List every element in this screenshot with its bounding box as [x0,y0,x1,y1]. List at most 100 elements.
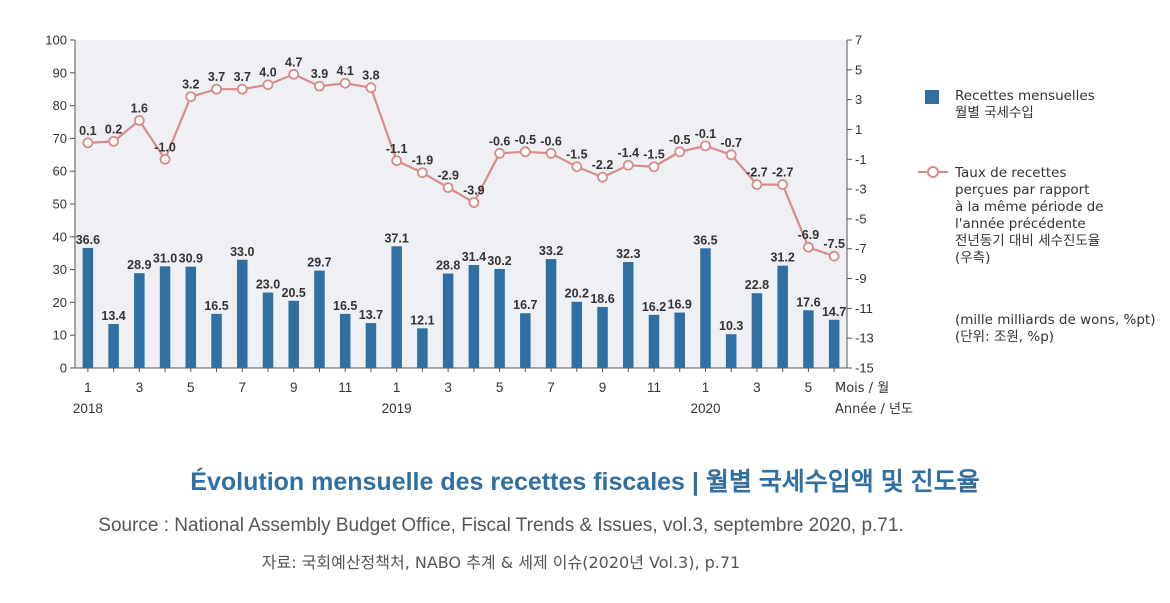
y-left-tick-label: 10 [53,328,67,343]
bar-value-label: 36.6 [76,233,100,247]
y-right-tick-label: 5 [855,62,862,77]
bar-value-label: 33.0 [230,245,254,259]
legend-line-icon [918,166,948,178]
bar [134,273,145,368]
rate-point [442,182,454,194]
y-right-tick-label: -1 [855,152,867,167]
rate-point [674,146,686,158]
y-left-tick-label: 50 [53,197,67,212]
rate-value-label: 4.1 [337,64,354,78]
bar-value-label: 16.9 [668,298,692,312]
bar-value-label: 14.7 [822,305,846,319]
x-year-label: 2018 [73,401,103,416]
y-right-tick-label: 7 [855,33,862,48]
bar [494,268,505,368]
bar-value-label: 13.7 [359,308,383,322]
y-right-tick-label: 1 [855,122,862,137]
source-citation-korean: 자료: 국회예산정책처, NABO 추계 & 세제 이슈(2020년 Vol.3… [261,553,741,572]
bar-value-label: 23.0 [256,278,280,292]
bar-value-label: 13.4 [101,309,125,323]
y-left-tick-label: 80 [53,98,67,113]
rate-point [468,197,480,208]
bar [262,292,274,368]
bar [185,266,197,368]
rate-point [211,83,222,95]
bar [288,300,299,368]
rate-point [597,171,608,183]
y-left-tick-label: 60 [53,164,67,179]
x-tick-label: 11 [647,380,661,395]
x-tick-label: 5 [805,380,813,395]
bar-value-label: 37.1 [384,231,408,245]
rate-point [185,91,197,103]
bar [468,265,480,368]
x-tick-label: 9 [290,380,298,395]
bar [339,313,351,368]
rate-value-label: -0.6 [489,134,511,148]
legend-bar-swatch [925,90,939,104]
rate-point [82,137,94,149]
y-left-tick-label: 70 [53,131,67,146]
rate-point [494,147,506,159]
y-right-tick-label: -7 [855,241,867,256]
bar-value-label: 12.1 [410,313,434,327]
bar-value-label: 17.6 [796,295,820,309]
chart-svg: 0102030405060708090100-15-13-11-9-7-5-3-… [45,33,913,418]
rate-value-label: 4.0 [259,66,276,80]
rate-point [391,155,403,167]
bar [725,334,737,368]
bar-value-label: 20.2 [565,287,589,301]
rate-value-label: -1.4 [617,146,639,160]
rate-value-label: -3.9 [463,184,485,198]
bar [597,306,608,368]
rate-point [108,135,119,147]
y-right-tick-label: -3 [855,182,867,197]
rate-value-label: 3.9 [311,67,328,81]
x-tick-label: 1 [702,380,710,395]
rate-value-label: 4.7 [285,55,302,69]
rate-point [339,77,351,89]
x-tick-label: 5 [496,380,504,395]
rate-value-label: -1.1 [386,142,408,156]
legend-bar-label: Recettes mensuelles 월별 국세수입 [955,88,1095,121]
bar [365,323,377,368]
bar-value-label: 18.6 [590,292,614,306]
y-right-tick-label: 3 [855,92,862,107]
bar-value-label: 16.2 [642,300,666,314]
bar [777,265,788,368]
bar [211,313,222,368]
rate-point [725,149,737,161]
bar [803,310,814,368]
y-left-tick-label: 40 [53,229,67,244]
bar [520,313,531,368]
bar-value-label: 31.2 [770,251,794,265]
rate-value-label: -1.5 [566,148,588,162]
bar [623,262,634,368]
y-right-tick-label: -15 [855,361,874,376]
rate-point [288,68,300,80]
x-tick-label: 1 [393,380,401,395]
bar [674,312,685,368]
y-right-tick-label: -9 [855,271,867,286]
legend-line-label: Taux de recettes perçues par rapport à l… [955,165,1104,266]
rate-value-label: -1.0 [154,140,176,154]
rate-point [133,115,145,126]
chart: 0 10 20 30 40 50 60 70 80 90 100 -15 -13 -11 -9 -7 -5 -3-… [45,33,913,418]
bar [751,293,763,368]
y-right-tick-label: -11 [855,301,873,316]
y-left-tick-label: 30 [53,262,67,277]
bar [571,301,583,368]
bar [82,247,94,368]
rate-value-label: -1.9 [412,154,434,168]
bar-value-label: 30.2 [487,254,511,268]
rate-value-label: -2.9 [437,169,459,183]
rate-point [545,147,557,159]
x-tick-label: 3 [753,380,761,395]
bar [417,328,428,368]
bar-value-label: 36.5 [693,233,717,247]
bar-value-label: 16.5 [333,299,357,313]
y-left-tick-label: 0 [60,361,67,376]
x-axis-year-unit-label: Année / 년도 [835,402,913,417]
x-tick-label: 7 [547,380,555,395]
rate-point [777,179,789,191]
